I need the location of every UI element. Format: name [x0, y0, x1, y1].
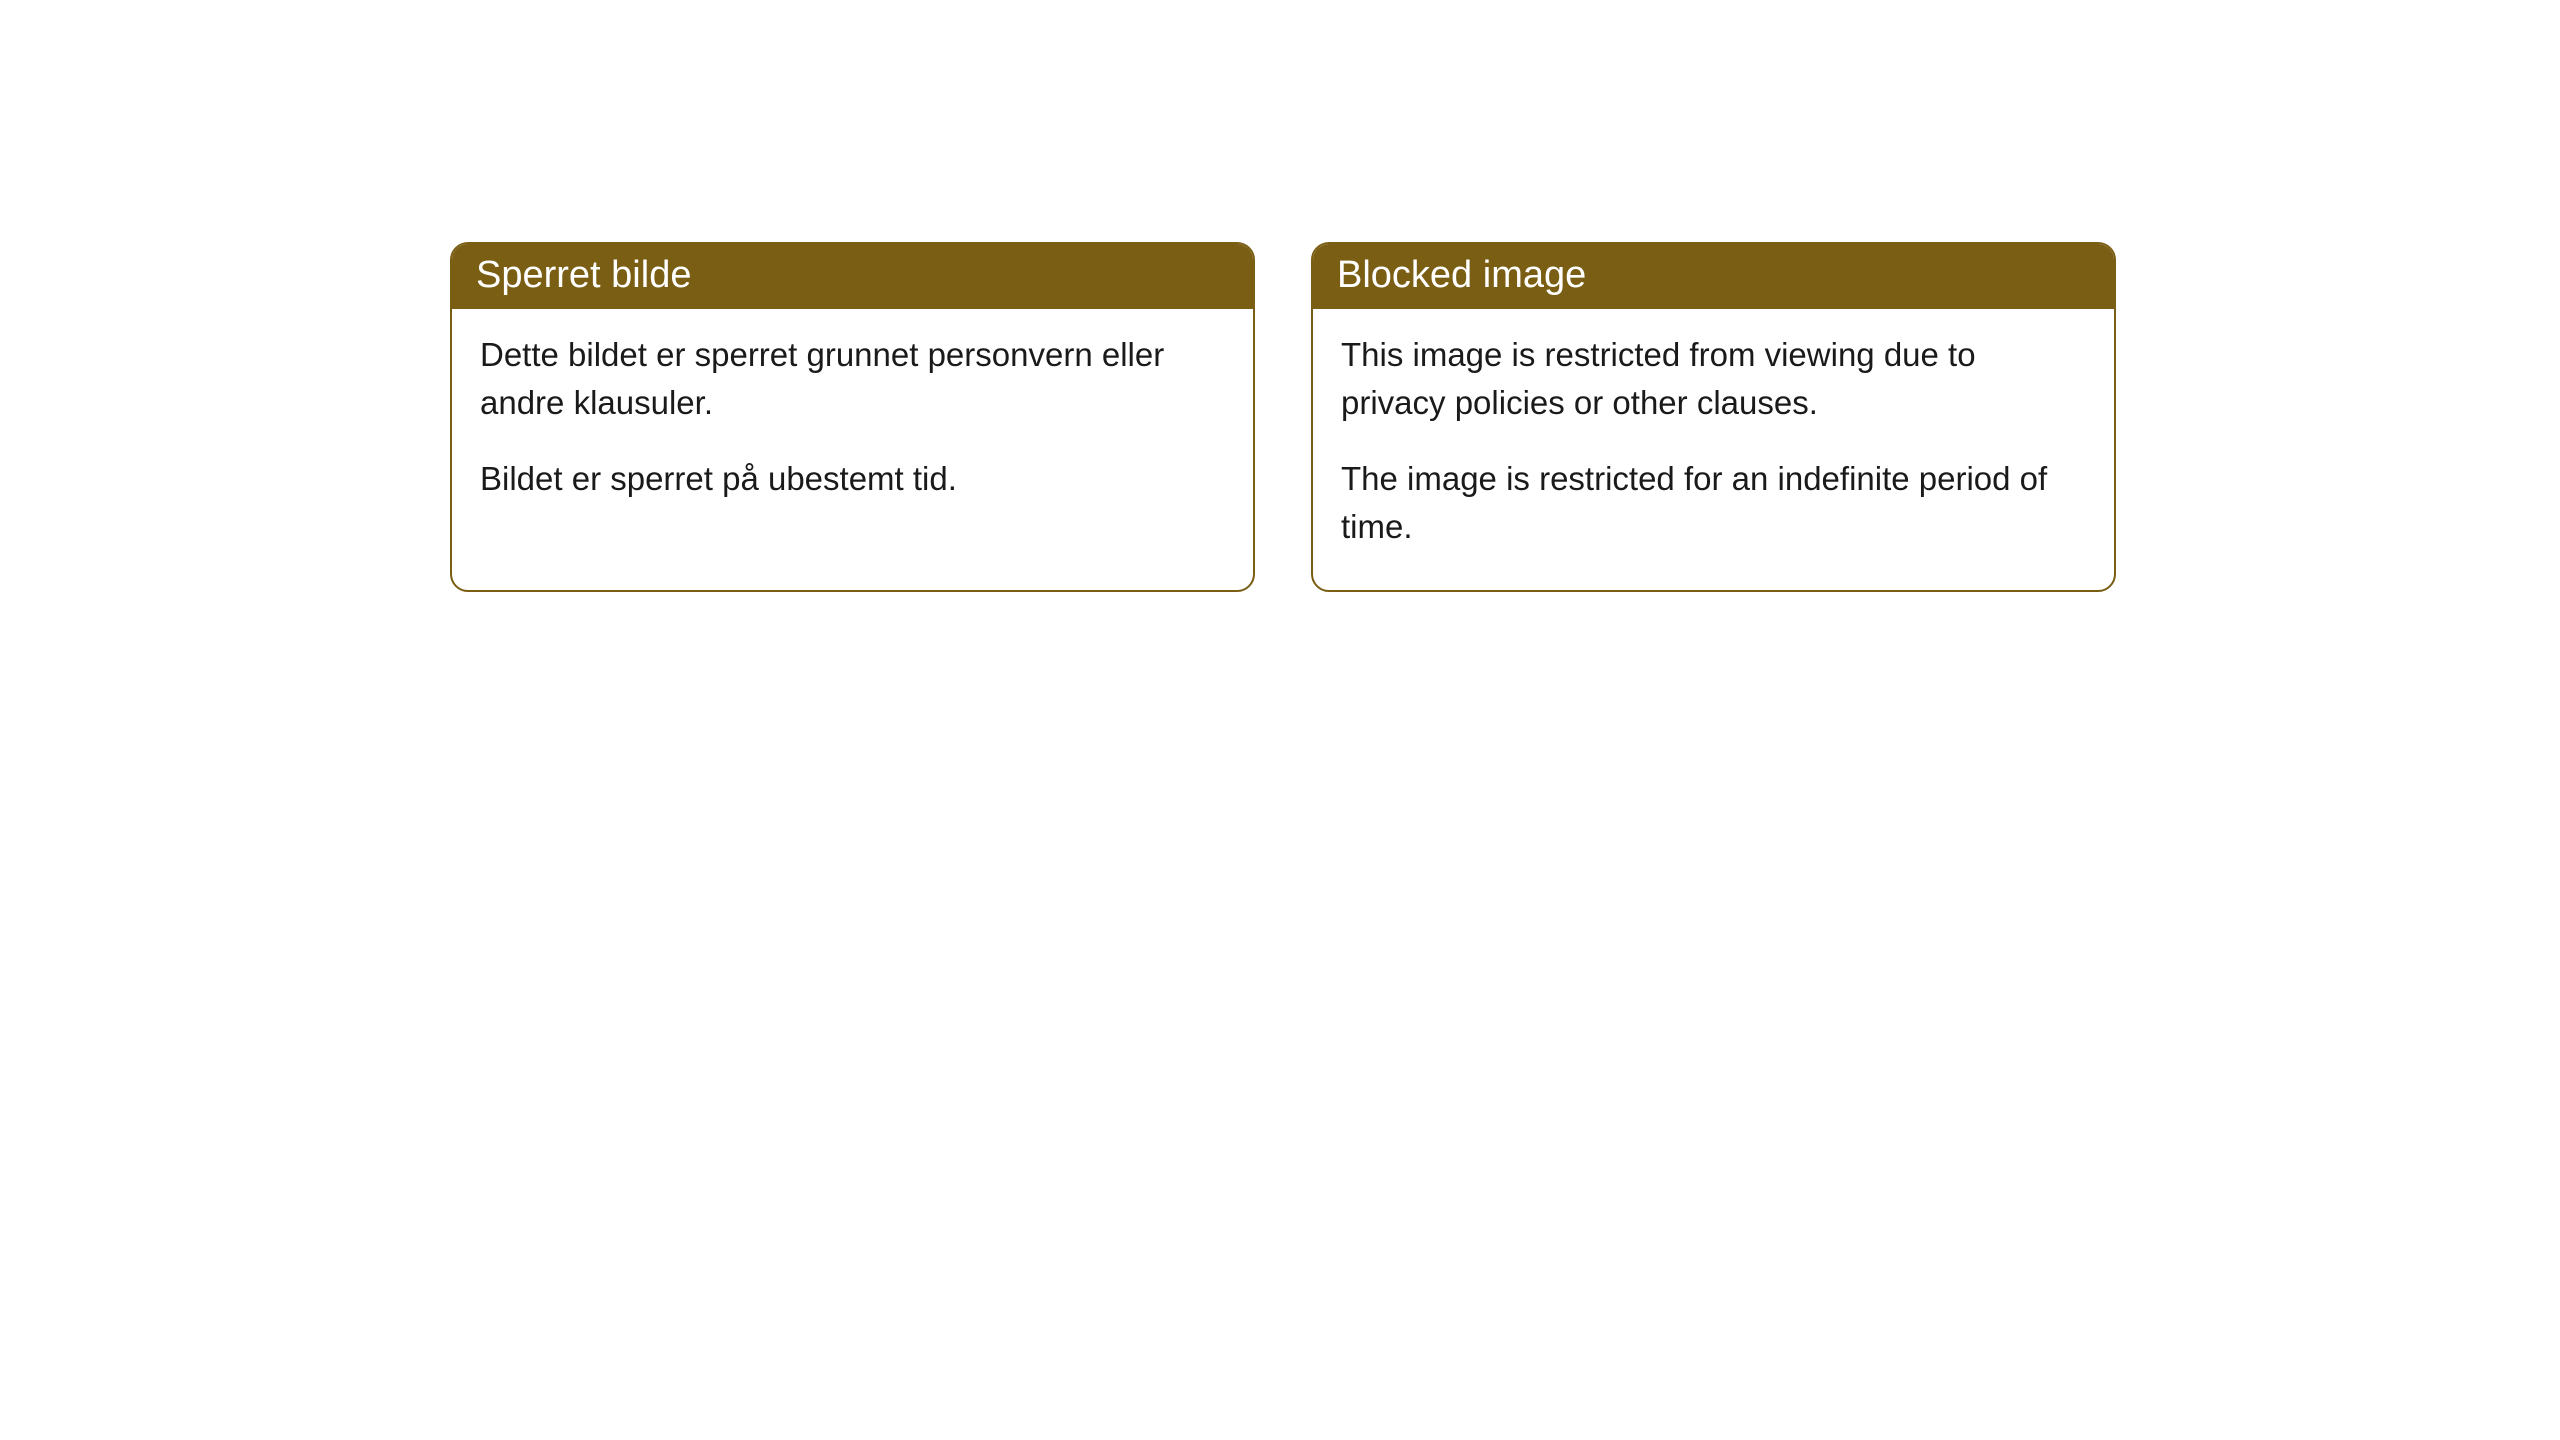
blocked-image-card-norwegian: Sperret bilde Dette bildet er sperret gr… — [450, 242, 1255, 592]
card-header-english: Blocked image — [1313, 244, 2114, 309]
card-header-norwegian: Sperret bilde — [452, 244, 1253, 309]
blocked-image-card-english: Blocked image This image is restricted f… — [1311, 242, 2116, 592]
card-paragraph: Dette bildet er sperret grunnet personve… — [480, 331, 1225, 427]
card-title: Sperret bilde — [476, 254, 691, 296]
card-paragraph: This image is restricted from viewing du… — [1341, 331, 2086, 427]
card-body-english: This image is restricted from viewing du… — [1313, 309, 2114, 590]
card-paragraph: Bildet er sperret på ubestemt tid. — [480, 455, 1225, 503]
card-paragraph: The image is restricted for an indefinit… — [1341, 455, 2086, 551]
notice-cards-container: Sperret bilde Dette bildet er sperret gr… — [450, 242, 2116, 592]
card-title: Blocked image — [1337, 254, 1586, 296]
card-body-norwegian: Dette bildet er sperret grunnet personve… — [452, 309, 1253, 543]
